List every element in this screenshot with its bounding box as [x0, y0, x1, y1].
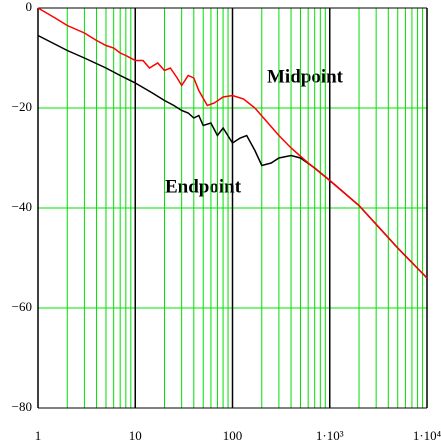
- line: [37, 34, 428, 279]
- y-tick-label: −80: [12, 399, 32, 414]
- annotation: Midpoint: [267, 66, 344, 87]
- y-tick-label: −60: [12, 299, 32, 314]
- x-tick-label: 1·10⁴: [413, 428, 441, 443]
- line: [37, 7, 428, 279]
- x-tick-label: 1·10³: [316, 428, 344, 443]
- x-tick-label: 1: [35, 428, 42, 443]
- x-tick-label: 10: [129, 428, 142, 443]
- y-tick-label: −40: [12, 199, 32, 214]
- x-tick-label: 100: [223, 428, 243, 443]
- y-tick-label: −20: [12, 99, 32, 114]
- y-tick-label: 0: [26, 0, 33, 14]
